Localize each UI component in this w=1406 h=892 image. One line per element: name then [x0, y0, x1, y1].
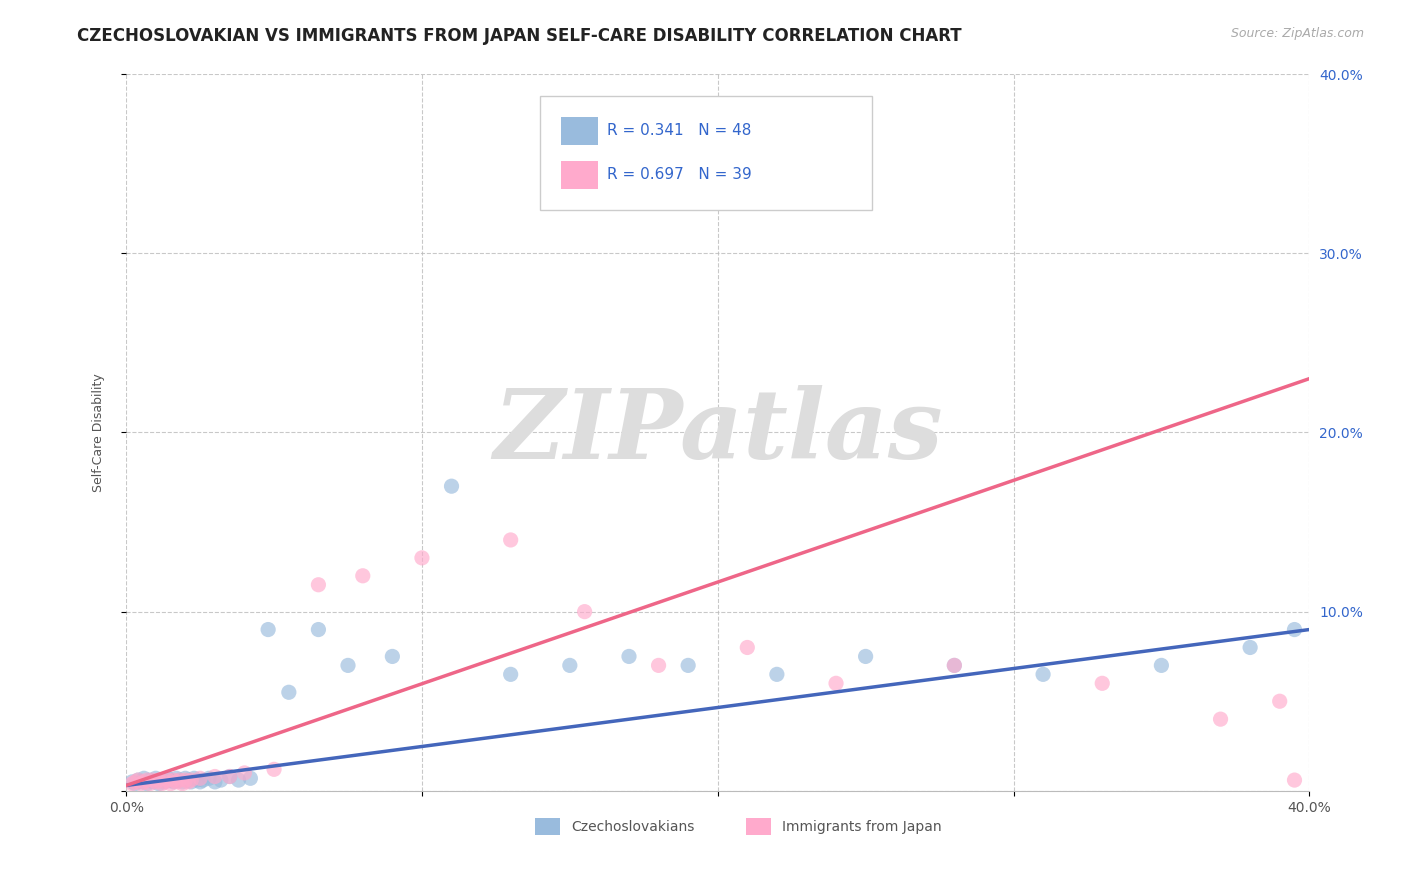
Point: [156, 773, 179, 788]
Point: [209, 773, 232, 788]
Point: [352, 569, 374, 583]
Point: [139, 777, 162, 791]
Point: [825, 676, 848, 690]
Point: [1150, 658, 1173, 673]
Point: [263, 762, 285, 776]
Point: [943, 658, 966, 673]
Point: [162, 773, 184, 788]
Point: [127, 773, 149, 788]
Point: [153, 775, 176, 789]
Point: [233, 765, 256, 780]
Point: [499, 533, 522, 547]
Point: [499, 667, 522, 681]
Point: [121, 775, 143, 789]
Point: [855, 649, 877, 664]
Point: [172, 775, 194, 789]
Point: [142, 773, 165, 788]
Point: [239, 772, 262, 786]
Text: R = 0.341   N = 48: R = 0.341 N = 48: [607, 123, 752, 138]
Point: [159, 773, 181, 788]
Point: [1239, 640, 1261, 655]
Point: [1268, 694, 1291, 708]
Point: [198, 772, 221, 786]
FancyBboxPatch shape: [540, 95, 872, 211]
Point: [188, 775, 211, 789]
Point: [180, 773, 202, 788]
Point: [156, 772, 179, 786]
Point: [124, 775, 146, 789]
Point: [676, 658, 699, 673]
Point: [129, 775, 152, 789]
Point: [174, 772, 197, 786]
Point: [142, 775, 165, 789]
Point: [145, 775, 167, 789]
Point: [574, 605, 596, 619]
Point: [440, 479, 463, 493]
Point: [1209, 712, 1232, 726]
Point: [139, 773, 162, 788]
Point: [150, 777, 173, 791]
Text: R = 0.697   N = 39: R = 0.697 N = 39: [607, 168, 752, 183]
Point: [132, 775, 155, 789]
Point: [162, 775, 184, 789]
Text: Immigrants from Japan: Immigrants from Japan: [782, 820, 942, 833]
Point: [558, 658, 581, 673]
Point: [177, 773, 200, 788]
Text: CZECHOSLOVAKIAN VS IMMIGRANTS FROM JAPAN SELF-CARE DISABILITY CORRELATION CHART: CZECHOSLOVAKIAN VS IMMIGRANTS FROM JAPAN…: [77, 27, 962, 45]
Point: [169, 773, 191, 788]
Point: [135, 773, 157, 788]
Point: [148, 777, 170, 791]
Point: [186, 773, 208, 788]
Point: [737, 640, 759, 655]
Point: [411, 550, 433, 565]
Point: [132, 772, 155, 786]
Point: [165, 775, 187, 789]
Point: [165, 772, 187, 786]
Point: [617, 649, 640, 664]
FancyBboxPatch shape: [561, 161, 598, 189]
Point: [1032, 667, 1054, 681]
Point: [228, 773, 250, 788]
Point: [204, 770, 226, 784]
Point: [1091, 676, 1114, 690]
Point: [218, 770, 240, 784]
Point: [647, 658, 669, 673]
Point: [257, 623, 280, 637]
Point: [174, 773, 197, 788]
Text: Source: ZipAtlas.com: Source: ZipAtlas.com: [1230, 27, 1364, 40]
Point: [204, 775, 226, 789]
Point: [148, 773, 170, 788]
Point: [172, 777, 194, 791]
Point: [180, 775, 202, 789]
Point: [337, 658, 360, 673]
Point: [124, 777, 146, 791]
Point: [307, 623, 329, 637]
Point: [159, 777, 181, 791]
Point: [153, 775, 176, 789]
Text: ZIPatlas: ZIPatlas: [494, 385, 942, 479]
Point: [169, 773, 191, 788]
Point: [218, 770, 240, 784]
Point: [145, 772, 167, 786]
Point: [177, 775, 200, 789]
Point: [277, 685, 299, 699]
Point: [307, 578, 329, 592]
Point: [121, 777, 143, 791]
Point: [129, 777, 152, 791]
Point: [381, 649, 404, 664]
Point: [135, 777, 157, 791]
Point: [183, 772, 205, 786]
Point: [150, 773, 173, 788]
Point: [943, 658, 966, 673]
Point: [188, 772, 211, 786]
Point: [191, 773, 214, 788]
Text: Czechoslovakians: Czechoslovakians: [571, 820, 695, 833]
Point: [1284, 623, 1306, 637]
Point: [127, 773, 149, 788]
Point: [766, 667, 789, 681]
FancyBboxPatch shape: [561, 117, 598, 145]
Y-axis label: Self-Care Disability: Self-Care Disability: [93, 373, 105, 491]
Point: [1284, 773, 1306, 788]
